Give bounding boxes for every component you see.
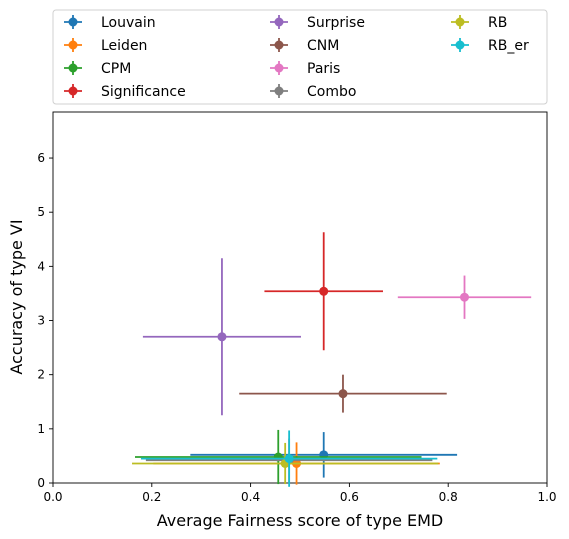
y-tick-label: 4 bbox=[37, 259, 45, 273]
legend-label: RB_er bbox=[488, 38, 529, 54]
legend-marker bbox=[274, 63, 284, 73]
data-point bbox=[338, 389, 348, 399]
y-tick-label: 1 bbox=[37, 422, 45, 436]
x-tick-label: 0.4 bbox=[241, 490, 260, 504]
y-axis-label: Accuracy of type VI bbox=[7, 219, 26, 374]
legend-box bbox=[52, 9, 548, 105]
legend-marker bbox=[274, 40, 284, 50]
series-paris bbox=[397, 275, 532, 319]
data-marks bbox=[132, 232, 532, 487]
series-rb bbox=[132, 442, 439, 485]
y-tick-label: 2 bbox=[37, 368, 45, 382]
legend-entry: RB bbox=[451, 15, 507, 31]
series-cpm bbox=[135, 429, 422, 485]
legend-marker bbox=[68, 17, 78, 27]
legend-marker bbox=[68, 63, 78, 73]
legend-entry: Louvain bbox=[64, 15, 156, 31]
legend-label: Louvain bbox=[101, 15, 156, 31]
x-axis-ticks: 0.0 0.2 0.4 0.6 0.8 1.0 bbox=[43, 483, 557, 504]
legend-entry: Paris bbox=[270, 61, 340, 77]
legend-marker bbox=[455, 40, 465, 50]
series-cnm bbox=[239, 374, 447, 413]
series-surprise bbox=[142, 258, 301, 416]
legend-label: Paris bbox=[307, 61, 340, 77]
legend-label: Combo bbox=[307, 84, 356, 100]
legend-label: CNM bbox=[307, 38, 339, 54]
x-tick-label: 0.2 bbox=[142, 490, 161, 504]
legend-label: RB bbox=[488, 15, 507, 31]
legend-label: CPM bbox=[101, 61, 131, 77]
legend-entry: Significance bbox=[64, 84, 186, 100]
y-tick-label: 5 bbox=[37, 205, 45, 219]
legend-entry: RB_er bbox=[451, 38, 529, 54]
legend-label: Significance bbox=[101, 84, 186, 100]
legend-marker bbox=[68, 40, 78, 50]
series-significance bbox=[264, 232, 383, 351]
data-point bbox=[284, 454, 294, 464]
x-tick-label: 0.0 bbox=[43, 490, 62, 504]
legend-marker bbox=[68, 86, 78, 96]
legend-entry: Combo bbox=[270, 84, 356, 100]
x-tick-label: 0.6 bbox=[340, 490, 359, 504]
legend: Louvain Leiden CPM Significance Surprise CNM P… bbox=[52, 9, 548, 105]
legend-entry: Leiden bbox=[64, 38, 147, 54]
data-point bbox=[460, 292, 470, 302]
x-tick-label: 0.8 bbox=[439, 490, 458, 504]
y-tick-label: 0 bbox=[37, 476, 45, 490]
legend-label: Leiden bbox=[101, 38, 147, 54]
plot-frame bbox=[52, 111, 548, 484]
x-tick-label: 1.0 bbox=[537, 490, 556, 504]
legend-entry: CNM bbox=[270, 38, 339, 54]
y-axis-ticks: 0 1 2 3 4 5 6 bbox=[37, 151, 53, 490]
legend-marker bbox=[274, 17, 284, 27]
legend-marker bbox=[274, 86, 284, 96]
series-louvain bbox=[190, 432, 458, 478]
series-rb-er bbox=[140, 430, 438, 487]
x-axis-label: Average Fairness score of type EMD bbox=[157, 511, 443, 530]
y-tick-label: 6 bbox=[37, 151, 45, 165]
data-point bbox=[319, 286, 329, 296]
y-tick-label: 3 bbox=[37, 314, 45, 328]
legend-marker bbox=[455, 17, 465, 27]
legend-entry: Surprise bbox=[270, 15, 365, 31]
data-point bbox=[217, 332, 227, 342]
legend-entry: CPM bbox=[64, 61, 131, 77]
legend-label: Surprise bbox=[307, 15, 365, 31]
